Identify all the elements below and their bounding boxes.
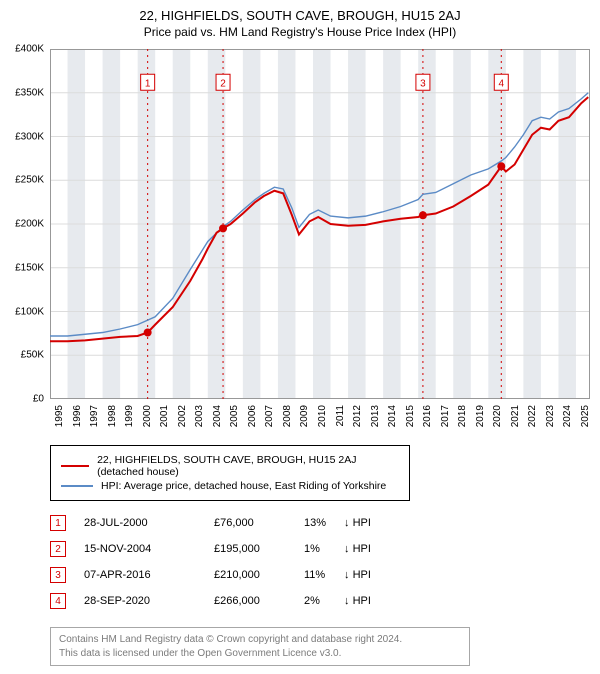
sale-row-badge: 1 [50, 515, 66, 531]
sale-delta: 11% [304, 569, 344, 581]
down-arrow-icon: ↓ [344, 569, 353, 581]
sale-badge-num: 1 [145, 78, 151, 89]
sale-price: £195,000 [214, 543, 304, 555]
xtick-label: 2020 [492, 405, 503, 433]
xtick-label: 2011 [335, 405, 346, 433]
xtick-label: 1997 [89, 405, 100, 433]
xtick-label: 2010 [317, 405, 328, 433]
attribution-line: Contains HM Land Registry data © Crown c… [59, 633, 461, 647]
xtick-label: 2025 [580, 405, 591, 433]
down-arrow-icon: ↓ [344, 595, 353, 607]
sale-row-badge: 2 [50, 541, 66, 557]
plot-svg: 1 2 3 4 [50, 49, 590, 399]
sale-badge-num: 3 [420, 78, 426, 89]
sale-date: 28-SEP-2020 [84, 595, 214, 607]
xtick-label: 2006 [247, 405, 258, 433]
attribution-line: This data is licensed under the Open Gov… [59, 647, 461, 661]
ytick-label: £250K [4, 175, 44, 186]
xtick-label: 2001 [159, 405, 170, 433]
xtick-label: 1996 [72, 405, 83, 433]
sale-vs-hpi: ↓ HPI [344, 543, 394, 555]
xtick-label: 1998 [107, 405, 118, 433]
sale-marker [219, 224, 227, 232]
legend-item: HPI: Average price, detached house, East… [61, 480, 399, 492]
ytick-label: £0 [4, 394, 44, 405]
xtick-label: 2019 [475, 405, 486, 433]
sale-row-badge: 4 [50, 593, 66, 609]
sale-marker [497, 162, 505, 170]
xtick-label: 2000 [142, 405, 153, 433]
xtick-label: 2018 [457, 405, 468, 433]
sale-vs-hpi: ↓ HPI [344, 595, 394, 607]
chart-container: 22, HIGHFIELDS, SOUTH CAVE, BROUGH, HU15… [8, 8, 592, 666]
sale-vs-hpi: ↓ HPI [344, 569, 394, 581]
xtick-label: 1999 [124, 405, 135, 433]
down-arrow-icon: ↓ [344, 543, 353, 555]
xtick-label: 2007 [264, 405, 275, 433]
legend-swatch [61, 465, 89, 468]
sale-date: 28-JUL-2000 [84, 517, 214, 529]
ytick-label: £300K [4, 131, 44, 142]
xtick-label: 2003 [194, 405, 205, 433]
sale-price: £210,000 [214, 569, 304, 581]
xtick-label: 2013 [370, 405, 381, 433]
xtick-label: 2024 [562, 405, 573, 433]
attribution-box: Contains HM Land Registry data © Crown c… [50, 627, 470, 666]
sale-price: £76,000 [214, 517, 304, 529]
xtick-label: 2016 [422, 405, 433, 433]
legend-label: HPI: Average price, detached house, East… [101, 480, 386, 492]
xtick-label: 2021 [510, 405, 521, 433]
legend-swatch [61, 485, 93, 487]
ytick-label: £200K [4, 219, 44, 230]
ytick-label: £400K [4, 44, 44, 55]
sale-vs-hpi: ↓ HPI [344, 517, 394, 529]
xtick-label: 2012 [352, 405, 363, 433]
xtick-label: 2017 [440, 405, 451, 433]
ytick-label: £150K [4, 262, 44, 273]
legend-item: 22, HIGHFIELDS, SOUTH CAVE, BROUGH, HU15… [61, 454, 399, 478]
xtick-label: 2002 [177, 405, 188, 433]
xtick-label: 2008 [282, 405, 293, 433]
chart-subtitle: Price paid vs. HM Land Registry's House … [8, 25, 592, 39]
plot-frame: 1234 £0£50K£100K£150K£200K£250K£300K£350… [50, 49, 590, 399]
xtick-label: 1995 [54, 405, 65, 433]
legend-label: 22, HIGHFIELDS, SOUTH CAVE, BROUGH, HU15… [97, 454, 399, 478]
sale-badge-num: 4 [499, 78, 505, 89]
sale-row-badge: 3 [50, 567, 66, 583]
xtick-label: 2023 [545, 405, 556, 433]
xtick-label: 2009 [299, 405, 310, 433]
sale-delta: 1% [304, 543, 344, 555]
sale-date: 07-APR-2016 [84, 569, 214, 581]
sale-badge-num: 2 [220, 78, 226, 89]
sale-price: £266,000 [214, 595, 304, 607]
xtick-label: 2005 [229, 405, 240, 433]
down-arrow-icon: ↓ [344, 517, 353, 529]
xtick-label: 2015 [405, 405, 416, 433]
xtick-label: 2004 [212, 405, 223, 433]
sale-date: 15-NOV-2004 [84, 543, 214, 555]
ytick-label: £50K [4, 350, 44, 361]
sale-delta: 2% [304, 595, 344, 607]
ytick-label: £100K [4, 306, 44, 317]
sale-delta: 13% [304, 517, 344, 529]
sale-marker [144, 329, 152, 337]
ytick-label: £350K [4, 87, 44, 98]
chart-title: 22, HIGHFIELDS, SOUTH CAVE, BROUGH, HU15… [8, 8, 592, 23]
sale-marker [419, 211, 427, 219]
sales-table: 128-JUL-2000£76,00013%↓ HPI215-NOV-2004£… [50, 515, 592, 609]
xtick-label: 2014 [387, 405, 398, 433]
legend: 22, HIGHFIELDS, SOUTH CAVE, BROUGH, HU15… [50, 445, 410, 501]
xtick-label: 2022 [527, 405, 538, 433]
